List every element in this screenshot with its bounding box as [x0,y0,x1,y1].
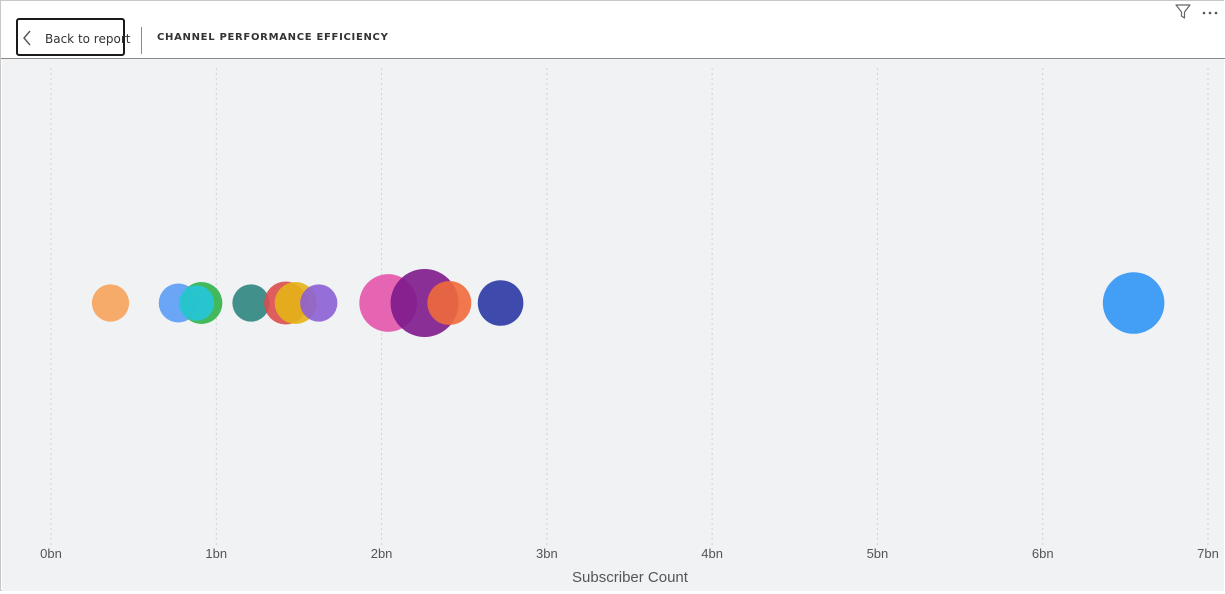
data-point-bubble[interactable] [91,284,130,322]
back-to-report-button[interactable]: Back to report [16,18,130,56]
data-point-bubble[interactable] [477,280,524,326]
data-point-bubble[interactable] [1102,272,1165,334]
x-tick-label: 3bn [536,546,558,561]
data-point-bubble[interactable] [300,284,338,322]
x-tick-label: 7bn [1197,546,1219,561]
back-to-report-label: Back to report [45,32,131,46]
chevron-left-icon [21,29,33,51]
x-tick-label: 6bn [1032,546,1054,561]
more-options-icon[interactable] [1201,4,1221,23]
data-point-bubble[interactable] [178,285,215,321]
plot-area [2,59,1224,591]
filter-icon[interactable] [1174,3,1192,25]
data-point-bubble[interactable] [232,284,270,322]
x-tick-label: 1bn [205,546,227,561]
header-divider [141,27,142,54]
visual-title: CHANNEL PERFORMANCE EFFICIENCY [157,32,389,43]
visual-header: Back to report CHANNEL PERFORMANCE EFFIC… [1,1,1225,59]
x-axis-title: Subscriber Count [572,569,689,586]
x-tick-label: 2bn [371,546,393,561]
x-tick-label: 5bn [867,546,889,561]
x-tick-label: 0bn [40,546,62,561]
data-point-bubble[interactable] [427,280,472,326]
x-tick-label: 4bn [701,546,723,561]
